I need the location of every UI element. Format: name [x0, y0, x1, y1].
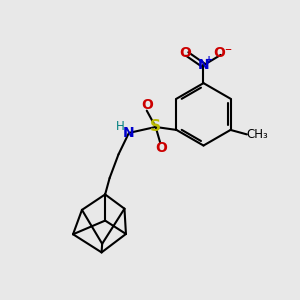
Text: O: O: [180, 46, 192, 59]
Text: O: O: [141, 98, 153, 112]
Text: S: S: [150, 119, 161, 134]
Text: N: N: [198, 58, 209, 72]
Text: N: N: [123, 126, 135, 140]
Text: CH₃: CH₃: [246, 128, 268, 141]
Text: +: +: [206, 55, 214, 65]
Text: H: H: [116, 120, 125, 133]
Text: O: O: [156, 141, 167, 155]
Text: O⁻: O⁻: [214, 46, 233, 60]
